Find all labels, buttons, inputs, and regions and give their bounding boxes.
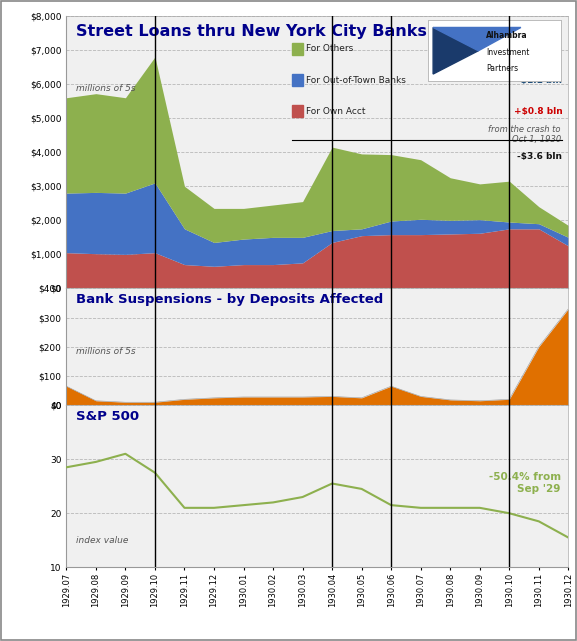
Text: millions of 5s: millions of 5s [76,347,136,356]
Text: S&P 500: S&P 500 [76,410,140,423]
Bar [292,43,304,54]
Text: +$0.8 bln: +$0.8 bln [514,107,563,116]
Text: -50.4% from
Sep '29: -50.4% from Sep '29 [489,472,561,494]
Text: Bank Suspensions - by Deposits Affected: Bank Suspensions - by Deposits Affected [76,293,384,306]
Text: -$3.6 bln: -$3.6 bln [518,152,563,162]
Text: index value: index value [76,536,129,545]
Bar [292,74,304,86]
Text: For Own Acct: For Own Acct [306,107,366,116]
Text: millions of 5s: millions of 5s [76,84,136,93]
Text: For Others: For Others [306,44,354,53]
Bar [292,105,304,117]
Text: For Out-of-Town Banks: For Out-of-Town Banks [306,76,406,85]
Text: -$3.2 bln: -$3.2 bln [518,44,563,53]
Text: -$1.1 bln: -$1.1 bln [518,76,563,85]
Text: Street Loans thru New York City Banks: Street Loans thru New York City Banks [76,24,428,39]
Text: from the crash to
Oct 1, 1930: from the crash to Oct 1, 1930 [488,125,561,144]
